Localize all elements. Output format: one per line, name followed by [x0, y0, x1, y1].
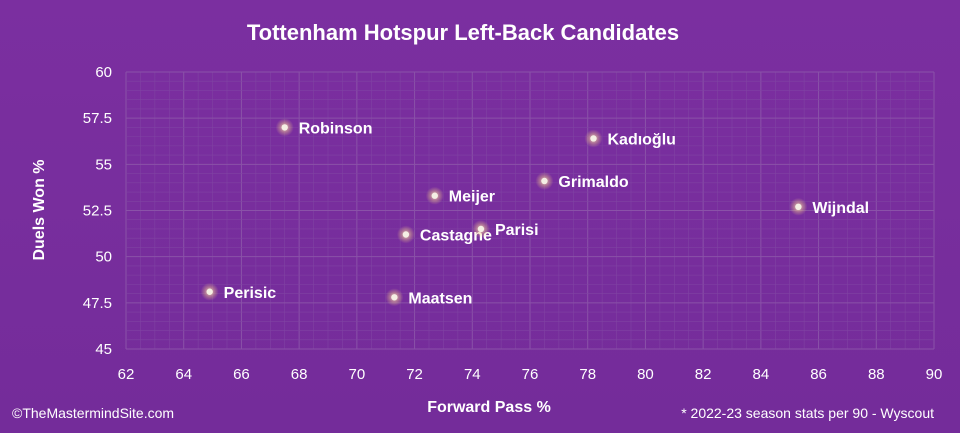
data-point: Parisi	[471, 219, 539, 239]
point-label: Kadıoğlu	[607, 131, 675, 148]
data-point: Kadıoğlu	[584, 129, 676, 148]
y-tick-label: 45	[95, 341, 112, 358]
point-label: Grimaldo	[558, 174, 628, 191]
data-point: Perisic	[200, 282, 277, 302]
footer-source-note: * 2022-23 season stats per 90 - Wyscout	[681, 405, 934, 421]
point-label: Meijer	[449, 189, 495, 206]
y-tick-label: 50	[95, 249, 112, 266]
x-tick-label: 88	[868, 366, 885, 383]
x-tick-label: 90	[926, 366, 943, 383]
x-tick-label: 62	[118, 366, 135, 383]
axes: 62 64 66 68 70 72 74 76 78 80 82 84 86 88 90 45 47.5 50 52…	[83, 64, 943, 383]
y-tick-label: 47.5	[83, 295, 112, 312]
point-marker	[541, 177, 548, 185]
data-point: Maatsen	[385, 288, 472, 307]
x-tick-label: 82	[695, 366, 712, 383]
data-points: RobinsonKadıoğluGrimaldoMeijerWijndalCas…	[200, 118, 869, 307]
y-tick-label: 57.5	[83, 110, 112, 127]
point-label: Wijndal	[812, 200, 869, 217]
x-tick-label: 80	[637, 366, 654, 383]
x-axis-title: Forward Pass %	[427, 399, 551, 416]
x-tick-label: 64	[175, 366, 192, 383]
data-point: Robinson	[275, 118, 373, 137]
point-marker	[795, 203, 802, 211]
point-label: Parisi	[495, 222, 539, 239]
point-marker	[431, 192, 438, 199]
point-marker	[281, 124, 288, 131]
point-marker	[590, 135, 597, 142]
y-axis-title: Duels Won %	[31, 159, 48, 260]
x-tick-label: 76	[522, 366, 539, 383]
y-tick-label: 52.5	[83, 203, 112, 220]
chart-title: Tottenham Hotspur Left-Back Candidates	[247, 20, 679, 45]
gridlines	[125, 71, 935, 350]
data-point: Grimaldo	[535, 171, 629, 191]
data-point: Wijndal	[789, 197, 869, 217]
x-tick-label: 68	[291, 366, 308, 383]
point-label: Robinson	[299, 120, 373, 137]
y-tick-label: 55	[95, 156, 112, 173]
x-tick-label: 72	[406, 366, 423, 383]
x-tick-label: 84	[753, 366, 770, 383]
x-tick-label: 74	[464, 366, 481, 383]
x-tick-label: 86	[810, 366, 827, 383]
y-tick-label: 60	[95, 64, 112, 81]
point-marker	[402, 231, 410, 238]
point-label: Maatsen	[408, 290, 472, 307]
point-marker	[477, 225, 485, 233]
point-marker	[206, 288, 213, 295]
point-marker	[391, 294, 398, 301]
footer-copyright: ©TheMastermindSite.com	[12, 405, 174, 421]
data-point: Meijer	[425, 186, 495, 206]
x-tick-label: 78	[579, 366, 596, 383]
x-tick-label: 66	[233, 366, 250, 383]
point-label: Perisic	[224, 285, 277, 302]
x-tick-label: 70	[349, 366, 366, 383]
